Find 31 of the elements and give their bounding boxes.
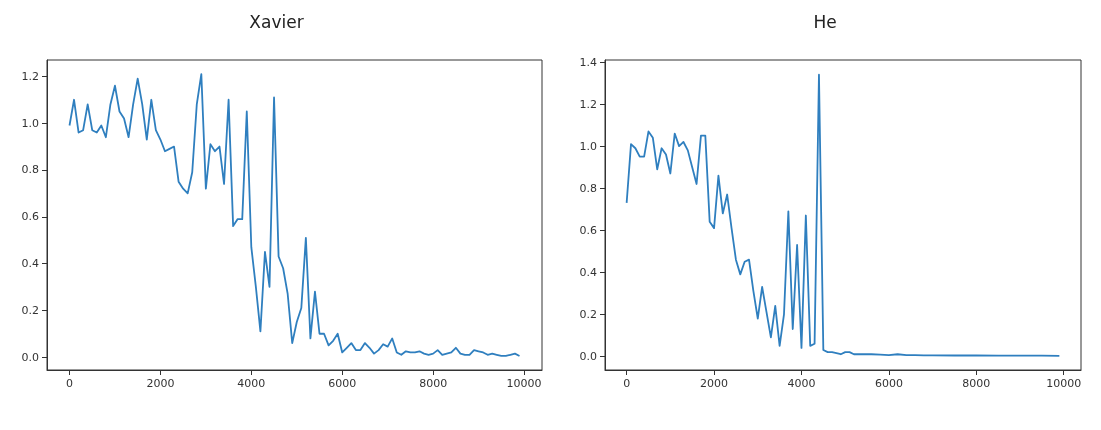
y-tick-label: 0.6 xyxy=(579,223,597,237)
y-tick-label: 0.8 xyxy=(21,163,39,177)
x-tick-label: 2000 xyxy=(146,377,175,390)
x-tick-label: 6000 xyxy=(874,377,903,390)
y-tick-label: 0.8 xyxy=(579,181,597,195)
y-tick-label: 0.4 xyxy=(579,265,597,279)
line-series xyxy=(68,73,521,357)
x-tick-label: 4000 xyxy=(237,377,266,390)
y-tick-label: 1.4 xyxy=(579,55,597,69)
y-tick-label: 0.0 xyxy=(21,350,39,364)
y-tick-label: 0.6 xyxy=(21,210,39,224)
chart-title: Xavier xyxy=(249,11,304,32)
line-series xyxy=(625,73,1061,357)
y-tick-label: 1.2 xyxy=(579,97,597,111)
x-tick-label: 4000 xyxy=(787,377,816,390)
y-tick-label: 0.2 xyxy=(579,307,597,321)
y-tick-label: 0.4 xyxy=(21,257,39,271)
chart-title: He xyxy=(813,11,837,32)
y-tick-label: 0.0 xyxy=(579,349,597,363)
x-tick-label: 10000 xyxy=(506,377,542,390)
x-tick-label: 10000 xyxy=(1046,377,1082,390)
x-tick-label: 6000 xyxy=(328,377,357,390)
y-tick-label: 0.2 xyxy=(21,303,39,317)
x-tick-label: 8000 xyxy=(419,377,448,390)
y-tick-label: 1.2 xyxy=(21,69,39,83)
x-tick-label: 8000 xyxy=(962,377,991,390)
x-tick-label: 2000 xyxy=(700,377,729,390)
x-tick-label: 0 xyxy=(623,377,631,390)
y-tick-label: 1.0 xyxy=(579,139,597,153)
x-tick-label: 0 xyxy=(66,377,73,390)
y-tick-label: 1.0 xyxy=(21,116,39,130)
